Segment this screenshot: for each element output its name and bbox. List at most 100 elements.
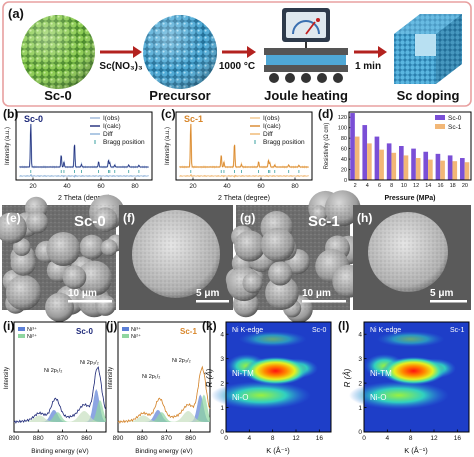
panel-b-diff-curve (19, 173, 149, 178)
panel-b-xticks: 20 40 60 80 (29, 177, 139, 190)
panel-l: (l) Ni K-edge Sc-1 Ni-TM Ni-O 0 4 8 12 16012… (338, 319, 470, 455)
bar-sc-0-2 (350, 113, 355, 180)
wavelet-ni-o-lobe (211, 381, 311, 410)
panel-k-frame (225, 321, 332, 433)
sem-f-scale-text: 5 μm (196, 288, 219, 299)
panel-c-xticks: 20 40 60 80 (189, 177, 299, 190)
xtick-label: 40 (63, 183, 71, 190)
bar-sc-1-8 (391, 152, 397, 180)
xps-fit-curve (117, 365, 211, 424)
ytick-label: 100 (338, 126, 347, 132)
panel-k-ni-o: Ni-O (232, 393, 248, 402)
panel-c-diff-curve (179, 173, 309, 178)
sc-doping-cube (394, 14, 462, 84)
bar-sc-1-14 (428, 159, 433, 180)
wavelet-ni-tm-lobe (381, 356, 446, 385)
panel-l-ylabel: R (Å) (343, 368, 352, 387)
xtick-label: 60 (257, 183, 265, 190)
xps-component (118, 394, 210, 422)
bar-sc-0-20 (460, 158, 465, 180)
panel-i-ylabel: Intensity (4, 367, 10, 389)
panel-i-peak2: Ni 2p₃/₂ (80, 360, 99, 366)
xtick-label: 10 (401, 183, 407, 189)
panel-l-xlabel: K (Å⁻¹) (404, 446, 428, 455)
wavelet-upper-lobe (238, 331, 307, 348)
panel-j-xticks: 890 880 870 860 (113, 429, 196, 442)
panel-l-sample: Sc-1 (450, 327, 465, 334)
heater-top-plate (264, 48, 348, 55)
precursor-label: Precursor (149, 88, 210, 103)
panel-k-sample: Sc-0 (312, 327, 327, 334)
xtick-label: 0 (224, 435, 228, 442)
xtick-label: 870 (57, 435, 68, 442)
panel-c-calc-curve (179, 123, 309, 168)
panel-l-frame (363, 321, 470, 433)
panel-j-frame (117, 321, 211, 433)
panel-c-xlabel: 2 Theta (degree) (218, 195, 270, 202)
xtick-label: 4 (366, 183, 369, 189)
panel-j-label: (j) (106, 319, 117, 333)
arrow-3-head (378, 46, 387, 58)
legend-swatch (435, 124, 445, 129)
sem-f-scalebar (196, 300, 229, 303)
xtick-label: 6 (378, 183, 381, 189)
panel-k-ni-tm: Ni-TM (232, 369, 254, 378)
bar-sc-1-4 (367, 143, 372, 180)
legend-entry: I(calc) (103, 123, 121, 130)
sem-g-grain (236, 205, 350, 310)
heater-bottom-plate (264, 65, 348, 72)
sc0-label: Sc-0 (44, 88, 71, 103)
panel-d-label: (d) (318, 107, 333, 121)
xtick-label: 12 (292, 435, 300, 442)
joule-heater (264, 8, 348, 83)
bar-sc-0-14 (423, 151, 429, 180)
panel-a: (a) Sc-0 Sc(NO₃)₃ Precursor 1000 °C (2, 1, 472, 107)
arrow-2-head (247, 46, 256, 58)
sem-h-label: (h) (357, 211, 372, 225)
xtick-label: 20 (29, 183, 37, 190)
panel-i-legend-ni3: Ni³⁺ (27, 326, 37, 333)
panel-i-legend-ni3-swatch (18, 327, 25, 331)
gauge-needle (305, 21, 316, 35)
panel-d-bars (350, 113, 470, 180)
legend-swatch (435, 115, 445, 120)
ytick-label: 3 (358, 356, 362, 363)
time-label: 1 min (355, 61, 381, 72)
legend-entry: Diff (263, 131, 273, 138)
panel-j-legend-ni2: Ni²⁺ (131, 333, 141, 340)
bar-sc-0-6 (374, 136, 380, 180)
panel-d: (d) 0 20 40 60 80 100 120 2 4 6 8 10 12 14 16 18 20 Sc-… (318, 107, 472, 202)
bar-sc-0-8 (386, 143, 392, 180)
xtick-label: 40 (223, 183, 231, 190)
xtick-label: 870 (161, 435, 172, 442)
temperature-label: 1000 °C (219, 61, 255, 72)
panel-j-ylabel: Intensity (108, 367, 114, 389)
panel-d-xlabel: Pressure (MPa) (385, 195, 436, 202)
panel-k: (k) Ni K-edge Sc-0 Ni-TM Ni-O 0 4 8 12 16012… (202, 319, 332, 455)
panel-a-label: (a) (8, 6, 24, 21)
heater-sample (266, 55, 346, 65)
roller-4 (317, 73, 327, 83)
bar-sc-0-12 (411, 148, 416, 180)
bar-sc-1-10 (403, 155, 409, 180)
xtick-label: 880 (137, 435, 148, 442)
wavelet-ni-tm-lobe (243, 356, 308, 385)
panel-a-border (2, 1, 472, 107)
legend-entry: Bragg position (263, 139, 305, 146)
xtick-label: 16 (454, 435, 462, 442)
xtick-label: 2 (354, 183, 357, 189)
sem-f-label: (f) (123, 211, 135, 225)
sem-e-label: (e) (6, 211, 21, 225)
bar-sc-1-20 (464, 162, 470, 180)
ytick-label: 0 (358, 429, 362, 436)
xtick-label: 18 (450, 183, 456, 189)
xps-component (14, 411, 106, 422)
xps-component (14, 412, 106, 422)
legend-entry: I(obs) (103, 115, 120, 122)
xtick-label: 8 (409, 435, 413, 442)
xtick-label: 890 (9, 435, 20, 442)
legend-entry: Sc-0 (448, 115, 462, 122)
